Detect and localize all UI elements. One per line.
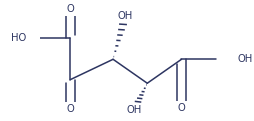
Bar	[125, 103, 141, 117]
Text: OH: OH	[237, 54, 252, 64]
Text: OH: OH	[126, 105, 141, 115]
Bar	[117, 9, 133, 23]
Text: OH: OH	[117, 11, 132, 21]
Text: O: O	[66, 104, 74, 114]
Text: HO: HO	[11, 33, 26, 43]
Bar	[175, 102, 187, 115]
Bar	[64, 102, 76, 116]
Bar	[17, 31, 40, 45]
Bar	[220, 52, 241, 66]
Text: O: O	[66, 4, 74, 14]
Text: O: O	[177, 103, 185, 113]
Bar	[64, 2, 76, 16]
